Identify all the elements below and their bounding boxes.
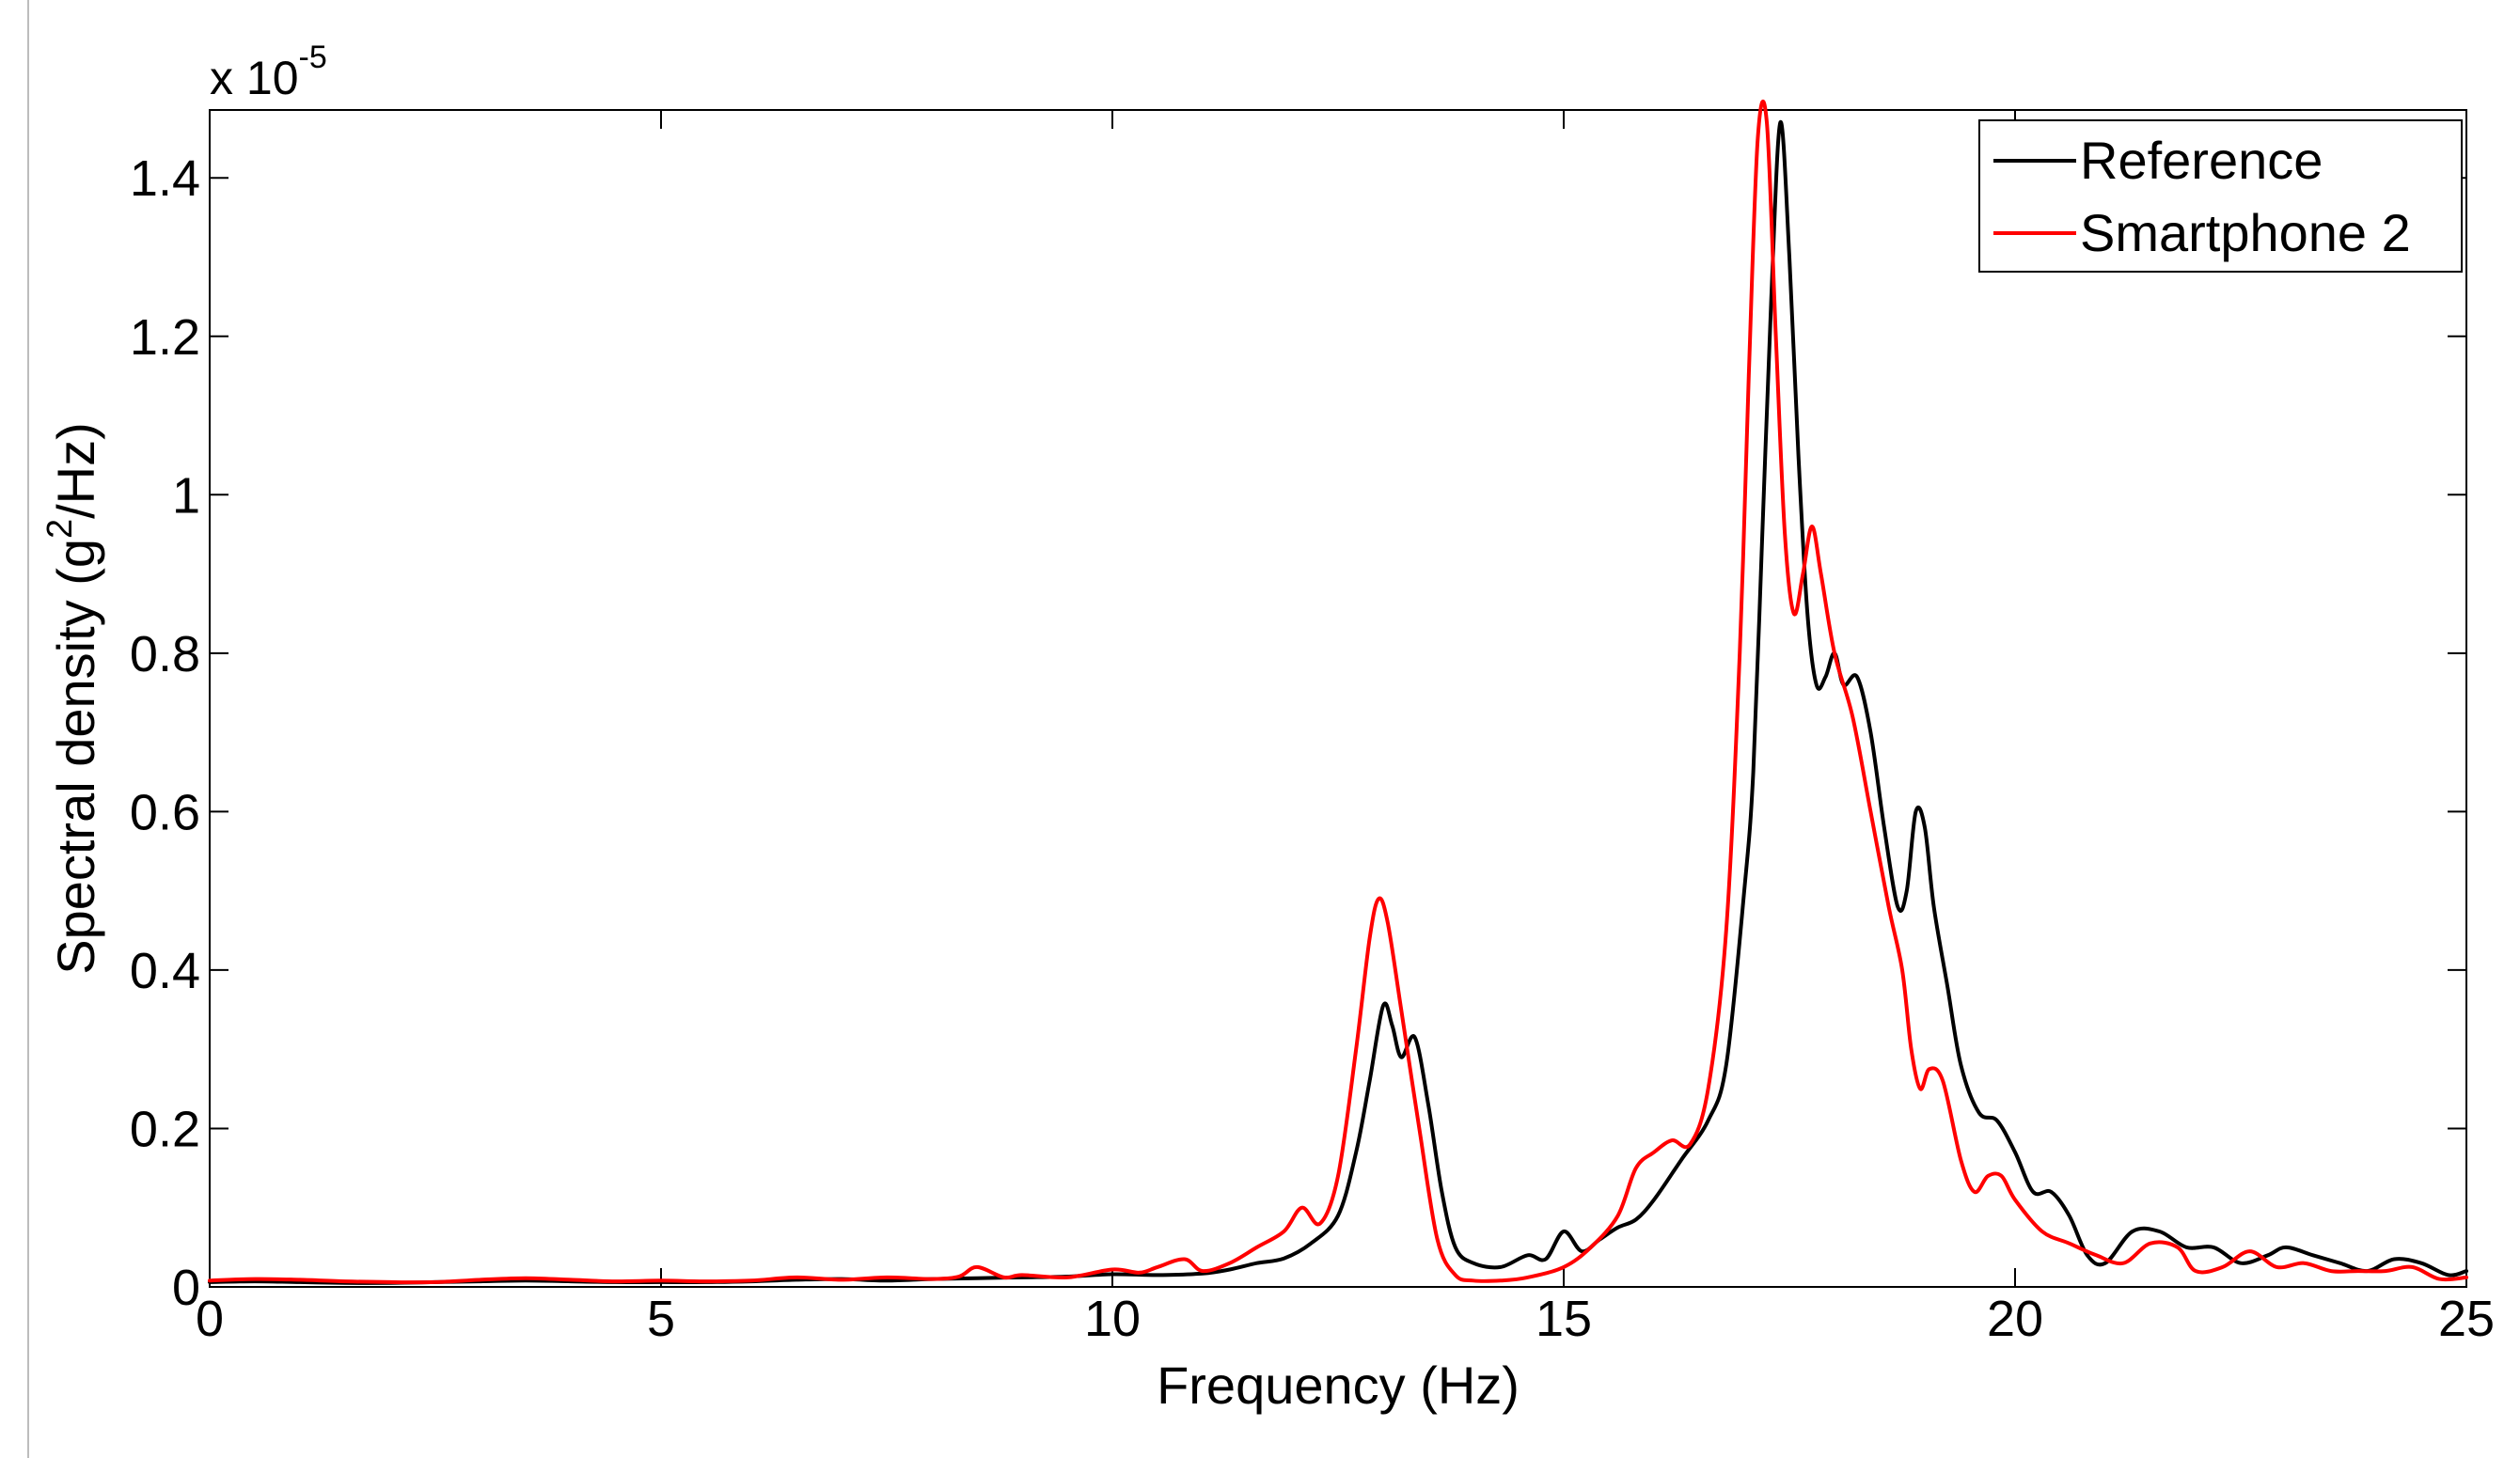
y-axis-label: Spectral density (g2/Hz) [40, 422, 105, 975]
y-tick-label: 0 [172, 1260, 200, 1316]
y-tick-label: 1.4 [130, 150, 200, 207]
legend-box [1978, 119, 2463, 273]
x-tick-label: 0 [196, 1291, 224, 1347]
x-tick-label: 5 [647, 1291, 675, 1347]
legend: Reference Smartphone 2 [1978, 119, 2463, 273]
y-tick-label: 0.8 [130, 626, 200, 682]
x-tick-label: 15 [1536, 1291, 1592, 1347]
legend-label-smartphone-2: Smartphone 2 [2080, 203, 2411, 262]
y-tick-label: 0.2 [130, 1101, 200, 1157]
y-tick-label: 1.2 [130, 309, 200, 366]
y-axis-label-superscript: 2 [40, 519, 80, 539]
series-line-reference [208, 120, 2468, 1285]
tick-layer: 0 5 10 15 20 25 0 0.2 0.4 0.6 0.8 1 1.2 1.4 [130, 110, 2495, 1347]
x-tick-label: 10 [1084, 1291, 1141, 1347]
y-exponent-power: -5 [299, 39, 327, 75]
series-layer [208, 100, 2468, 1285]
y-axis-label-tail: /Hz) [46, 422, 105, 519]
y-exponent-label: x 10-5 [210, 39, 327, 104]
y-tick-label: 0.4 [130, 943, 200, 999]
x-tick-label: 20 [1987, 1291, 2043, 1347]
legend-label-reference: Reference [2080, 131, 2323, 190]
y-tick-label: 1 [172, 467, 200, 524]
x-axis-label: Frequency (Hz) [1157, 1356, 1520, 1415]
series-line-smartphone-2 [208, 100, 2468, 1285]
y-tick-label: 0.6 [130, 784, 200, 840]
x-tick-label: 25 [2438, 1291, 2495, 1347]
plot-area-frame [209, 109, 2467, 1288]
